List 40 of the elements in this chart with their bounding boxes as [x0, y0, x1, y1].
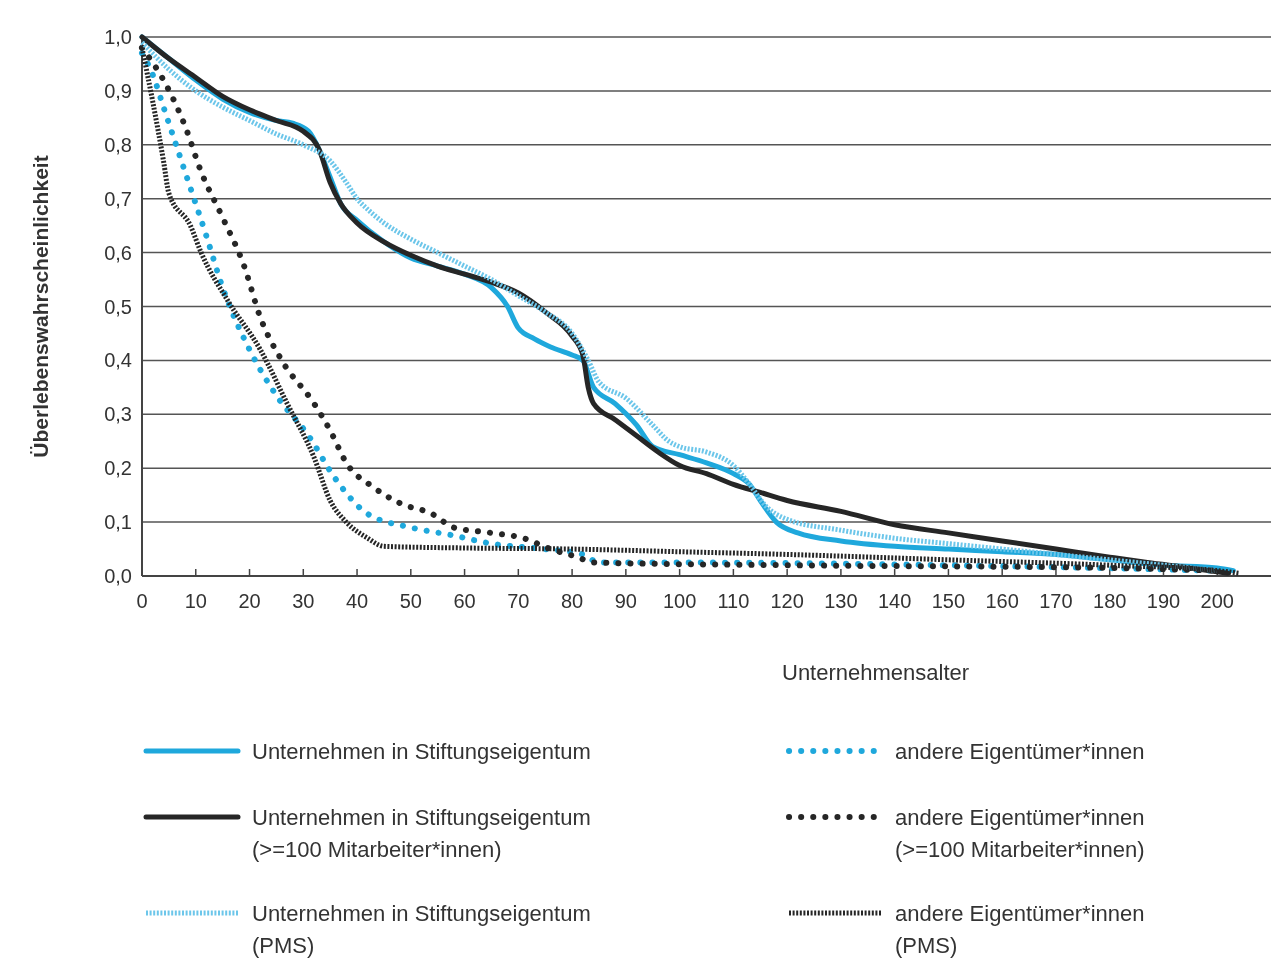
x-tick-label: 160	[985, 590, 1019, 612]
x-tick-label: 180	[1093, 590, 1127, 612]
y-tick-label: 0,7	[104, 187, 132, 210]
x-tick-label: 50	[399, 590, 422, 612]
legend-label: andere Eigentümer*innen (PMS)	[895, 901, 1145, 958]
x-tick-label: 150	[931, 590, 966, 612]
y-tick-label: 0,8	[104, 133, 132, 156]
y-tick-label: 0,1	[104, 511, 132, 534]
y-tick-label: 1,0	[104, 26, 132, 48]
legend-label: andere Eigentümer*innen (>=100 Mitarbeiter*innen)	[895, 805, 1145, 862]
x-tick-label: 40	[345, 590, 369, 612]
x-tick-label: 60	[453, 590, 476, 612]
y-tick-label: 0,9	[104, 79, 132, 102]
x-tick-label: 0	[136, 590, 148, 612]
x-tick-label: 200	[1200, 590, 1234, 612]
x-tick-label: 130	[824, 590, 858, 612]
x-tick-label: 90	[614, 590, 637, 612]
x-tick-label: 20	[238, 590, 261, 612]
y-axis-title: Überlebenswahrscheinlichkeit	[29, 155, 52, 458]
legend-label: Unternehmen in Stiftungseigentum (>=100 Mitarbeiter*innen)	[252, 805, 591, 862]
x-tick-label: 140	[877, 590, 912, 612]
x-tick-label: 80	[560, 590, 584, 612]
legend-label: Unternehmen in Stiftungseigentum	[252, 739, 591, 764]
y-tick-label: 0,3	[104, 403, 132, 426]
y-tick-label: 0,2	[104, 457, 132, 480]
x-tick-label: 170	[1039, 590, 1073, 612]
x-tick-label: 10	[184, 590, 207, 612]
x-tick-label: 30	[292, 590, 315, 612]
y-tick-label: 0,4	[104, 349, 132, 372]
x-tick-label: 100	[662, 590, 697, 612]
y-tick-label: 0,6	[104, 241, 132, 264]
legend-label: andere Eigentümer*innen	[895, 739, 1145, 764]
x-axis-title: Unternehmensalter	[782, 660, 970, 685]
y-tick-label: 0,5	[104, 295, 132, 318]
x-tick-label: 190	[1146, 590, 1181, 612]
x-tick-label: 120	[770, 590, 804, 612]
x-tick-label: 70	[507, 590, 530, 612]
y-tick-label: 0,0	[104, 565, 132, 587]
legend-label: Unternehmen in Stiftungseigentum (PMS)	[252, 901, 591, 958]
x-tick-label: 110	[717, 590, 750, 612]
